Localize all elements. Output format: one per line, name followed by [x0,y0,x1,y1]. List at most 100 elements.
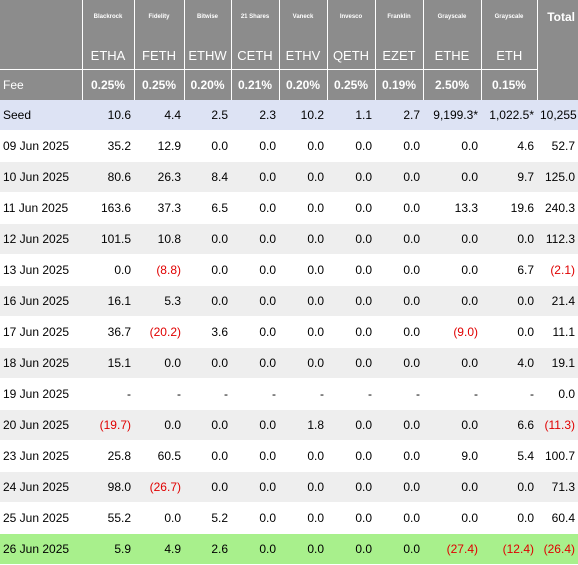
flow-cell: (9.0) [423,316,481,348]
flow-cell: - [481,378,537,410]
issuer-cell: 21 Shares [231,0,280,33]
flow-cell: 0.0 [375,316,423,348]
issuer-cell: Fidelity [134,0,185,33]
flow-cell: 0.0 [423,502,481,534]
flow-cell: 0.0 [231,471,279,503]
flow-cell: 10.6 [82,100,134,131]
row-label: 09 Jun 2025 [0,130,82,162]
row-label: 20 Jun 2025 [0,409,82,441]
flow-cell: 10.8 [134,223,184,255]
table-row: 18 Jun 2025 15.1 0.0 0.0 0.0 0.0 0.0 0.0 0.0 4.0 1… [0,347,578,379]
flow-cell: 0.0 [279,223,327,255]
flow-cell: - [327,378,375,410]
row-label: 26 Jun 2025 [0,533,82,565]
total-cell: (26.4) [537,533,578,565]
total-cell: 10,255 [537,100,578,131]
flow-cell: - [423,378,481,410]
flow-cell: 0.0 [134,409,184,441]
flow-cell: (20.2) [134,316,184,348]
flow-cell: 0.0 [327,316,375,348]
fee-cell: 0.20% [279,69,328,100]
flow-cell: 0.0 [327,130,375,162]
flow-cell: 2.3 [231,100,279,131]
flow-cell: 0.0 [423,471,481,503]
fee-cell: 0.20% [184,69,232,100]
row-label: 18 Jun 2025 [0,347,82,379]
table-row: 20 Jun 2025 (19.7) 0.0 0.0 0.0 1.8 0.0 0.0 0.0 6.… [0,409,578,441]
table-row: 16 Jun 2025 16.1 5.3 0.0 0.0 0.0 0.0 0.0 0.0 0.0 2… [0,285,578,317]
total-cell: 52.7 [537,130,578,162]
flow-cell: 2.7 [375,100,423,131]
total-cell: 0.0 [537,378,578,410]
ticker-cell: CETH [231,33,280,70]
flow-cell: 0.0 [327,347,375,379]
issuer-cell: Franklin [375,0,424,33]
table-row: 23 Jun 2025 25.8 60.5 0.0 0.0 0.0 0.0 0.0 9.0 5.4… [0,440,578,472]
flow-cell: 15.1 [82,347,134,379]
table-row: 13 Jun 2025 0.0 (8.8) 0.0 0.0 0.0 0.0 0.0 0.0 6.7… [0,254,578,286]
issuer-row: Blackrock Fidelity Bitwise 21 Shares Van… [0,0,578,70]
flow-cell: 4.0 [481,347,537,379]
flow-cell: 0.0 [279,316,327,348]
flow-cell: 25.8 [82,440,134,472]
flow-cell: 0.0 [231,192,279,224]
ticker-cell: QETH [327,33,376,70]
latest-row: 26 Jun 2025 5.9 4.9 2.6 0.0 0.0 0.0 0.0 (27.4) (1… [0,533,578,565]
flow-cell: 0.0 [231,316,279,348]
flow-cell: 0.0 [481,316,537,348]
flow-cell: 0.0 [375,130,423,162]
flow-cell: 0.0 [481,285,537,317]
flow-cell: 1.1 [327,100,375,131]
table-row: 24 Jun 2025 98.0 (26.7) 0.0 0.0 0.0 0.0 0.0 0.0 0… [0,471,578,503]
flow-cell: - [231,378,279,410]
issuer-cell: Grayscale [423,0,482,33]
flow-cell: 0.0 [231,409,279,441]
flow-cell: 26.3 [134,161,184,193]
fee-cell: 0.15% [481,69,538,100]
flow-cell: 0.0 [481,223,537,255]
fee-cell: 0.19% [375,69,424,100]
flow-cell: 0.0 [184,440,231,472]
ticker-cell: ETHE [423,33,482,70]
flow-cell: 0.0 [231,285,279,317]
total-cell: (2.1) [537,254,578,286]
fee-cell: 2.50% [423,69,482,100]
row-label: 17 Jun 2025 [0,316,82,348]
flow-cell: 0.0 [279,440,327,472]
flow-cell: 0.0 [279,285,327,317]
flow-cell: 2.5 [184,100,231,131]
flow-cell: 0.0 [375,285,423,317]
flow-cell: 55.2 [82,502,134,534]
flow-cell: 60.5 [134,440,184,472]
flow-cell: 0.0 [375,502,423,534]
flow-cell: 9.0 [423,440,481,472]
flow-cell: 0.0 [82,254,134,286]
flow-cell: 2.6 [184,533,231,565]
flow-cell: 19.6 [481,192,537,224]
flow-cell: 101.5 [82,223,134,255]
flow-cell: 0.0 [231,130,279,162]
flow-cell: 0.0 [231,254,279,286]
flow-cell: 0.0 [375,254,423,286]
flow-cell: 0.0 [184,471,231,503]
fee-cell: 0.25% [134,69,185,100]
total-cell: 125.0 [537,161,578,193]
flow-cell: 0.0 [375,440,423,472]
flow-cell: 0.0 [327,502,375,534]
flow-cell: 0.0 [231,347,279,379]
ticker-cell: ETH [481,33,537,70]
flow-cell: 0.0 [481,471,537,503]
row-label: 19 Jun 2025 [0,378,82,410]
flow-cell: 0.0 [375,192,423,224]
table-row: 09 Jun 2025 35.2 12.9 0.0 0.0 0.0 0.0 0.0 0.0 4.6… [0,130,578,162]
issuer-cell: Invesco [327,0,376,33]
total-cell: 11.1 [537,316,578,348]
flow-cell: - [375,378,423,410]
flow-cell: 163.6 [82,192,134,224]
table-header: Blackrock Fidelity Bitwise 21 Shares Van… [0,0,578,100]
ticker-cell: ETHA [82,33,135,70]
flow-cell: 0.0 [279,130,327,162]
flow-cell: 0.0 [423,285,481,317]
fee-cell [537,69,578,100]
issuer-cell: Blackrock [82,0,135,33]
